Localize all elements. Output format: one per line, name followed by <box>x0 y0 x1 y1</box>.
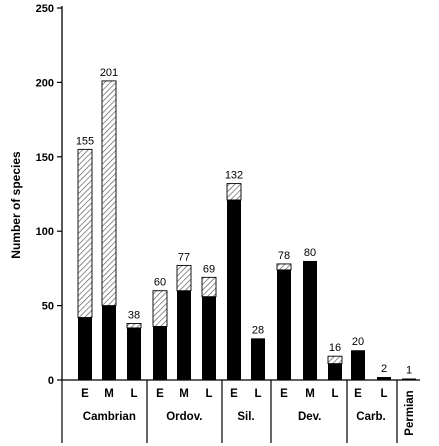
substage-label: L <box>205 388 212 400</box>
period-label: Dev. <box>298 411 321 423</box>
bar-total-label: 38 <box>128 309 140 321</box>
substage-label: E <box>156 388 164 400</box>
y-tick-label: 50 <box>42 301 54 313</box>
bar-solid-segment <box>202 296 216 380</box>
substage-label: E <box>354 388 362 400</box>
bar-hatched-segment <box>77 148 93 318</box>
bar-solid-segment <box>78 317 92 380</box>
bar-solid-segment <box>351 350 365 380</box>
period-label: Permian <box>404 390 416 435</box>
bar-total-label: 155 <box>76 135 94 147</box>
y-tick-label: 150 <box>36 152 54 164</box>
bar-total-label: 77 <box>178 251 190 263</box>
bar-solid-segment <box>177 290 191 380</box>
y-tick-label: 0 <box>48 375 54 387</box>
bar-hatched-segment <box>101 80 117 307</box>
bar-solid-segment <box>102 305 116 380</box>
substage-label: E <box>230 388 238 400</box>
y-tick-label: 250 <box>36 3 54 15</box>
bar-total-label: 20 <box>352 336 364 348</box>
bar-solid-segment <box>328 363 342 380</box>
period-label: Ordov. <box>166 411 202 423</box>
y-tick-label: 100 <box>36 226 54 238</box>
bar-solid-segment <box>303 260 317 380</box>
bar-total-label: 2 <box>381 363 387 375</box>
bar-total-label: 1 <box>406 365 412 377</box>
substage-label: E <box>81 388 89 400</box>
bar-hatched-segment <box>276 263 292 271</box>
bar-solid-segment <box>251 338 265 380</box>
bar-hatched-segment <box>152 290 168 327</box>
bar-solid-segment <box>227 199 241 380</box>
y-axis: 0 50 100 150 200 250 <box>36 3 63 387</box>
substage-label: M <box>179 388 189 400</box>
bar-hatched-segment <box>226 183 242 201</box>
bar-hatched-segment <box>176 264 192 292</box>
bar-solid-segment <box>127 327 141 380</box>
bars: 155 201 38 60 77 69 132 28 78 80 16 20 2 1 <box>76 67 416 380</box>
substage-label: M <box>104 388 114 400</box>
period-label: Sil. <box>237 411 254 423</box>
bar-total-label: 69 <box>203 263 215 275</box>
bar-total-label: 60 <box>154 277 166 289</box>
bar-solid-segment <box>153 326 167 380</box>
bar-total-label: 201 <box>100 67 118 79</box>
bar-solid-segment <box>277 269 291 380</box>
y-axis-label: Number of species <box>9 151 23 259</box>
period-label: Cambrian <box>83 411 136 423</box>
substage-label: L <box>331 388 338 400</box>
bar-total-label: 16 <box>329 342 341 354</box>
bar-hatched-segment <box>201 276 217 298</box>
bar-total-label: 78 <box>278 250 290 262</box>
substage-label: L <box>380 388 387 400</box>
bar-solid-segment <box>377 377 391 380</box>
bar-total-label: 28 <box>252 324 264 336</box>
bar-total-label: 80 <box>304 247 316 259</box>
y-tick-label: 200 <box>36 77 54 89</box>
bar-hatched-segment <box>327 355 343 365</box>
substage-label: E <box>280 388 288 400</box>
bar-solid-segment <box>402 378 416 380</box>
bar-total-label: 132 <box>225 170 243 182</box>
substage-label: L <box>254 388 261 400</box>
substage-label: M <box>305 388 315 400</box>
period-label: Carb. <box>356 411 385 423</box>
substage-label: L <box>130 388 137 400</box>
bar-hatched-segment <box>126 323 142 329</box>
